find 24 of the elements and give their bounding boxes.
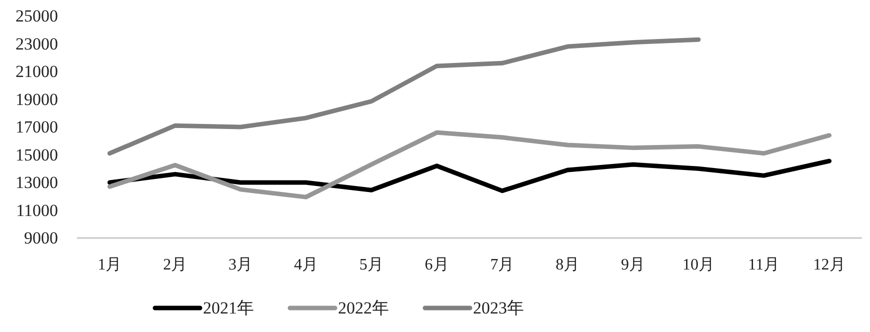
x-tick: 5月 (359, 256, 384, 274)
x-tick: 10月 (682, 256, 714, 274)
legend-label: 2022年 (338, 298, 389, 318)
y-tick: 23000 (16, 34, 58, 54)
y-tick: 15000 (16, 145, 58, 164)
y-tick: 19000 (16, 90, 58, 109)
x-tick: 12月 (813, 256, 846, 274)
y-tick: 9000 (24, 228, 58, 248)
x-tick: 1月 (98, 256, 122, 274)
y-tick: 17000 (16, 118, 58, 136)
x-tick: 8月 (556, 256, 580, 274)
y-tick: 21000 (16, 62, 58, 81)
legend-label: 2021年 (203, 298, 254, 318)
x-tick: 11月 (748, 256, 780, 274)
y-tick: 13000 (16, 173, 58, 192)
x-tick: 2月 (163, 256, 188, 274)
x-tick: 4月 (294, 256, 318, 274)
y-tick: 11000 (16, 200, 58, 220)
y-tick: 25000 (16, 6, 58, 26)
x-tick: 3月 (228, 256, 253, 274)
x-tick: 9月 (621, 256, 646, 274)
legend-label: 2023年 (473, 298, 524, 318)
x-tick: 7月 (490, 256, 514, 274)
x-tick: 6月 (424, 256, 449, 274)
